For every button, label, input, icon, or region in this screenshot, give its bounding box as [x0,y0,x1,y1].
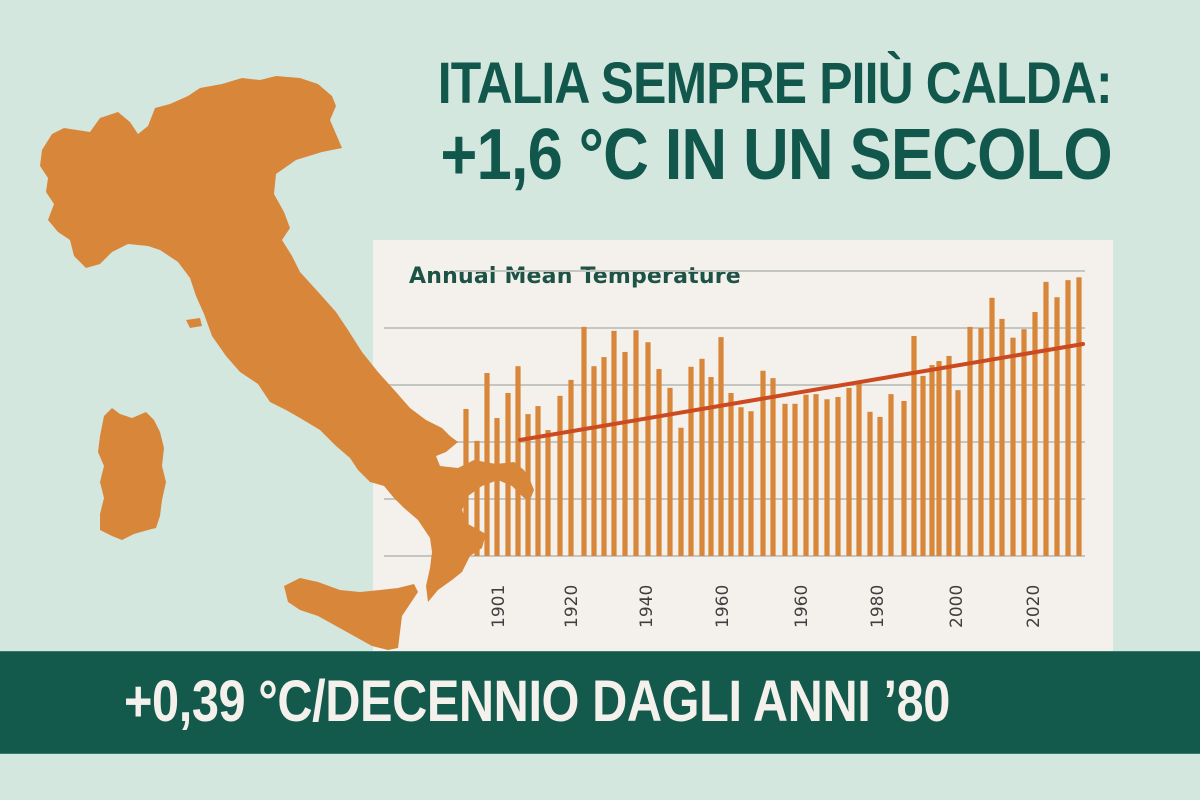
bar [645,342,651,556]
bar [792,403,798,556]
bar [856,382,862,556]
bar [770,378,776,556]
bar [782,403,788,556]
bar [748,411,754,556]
bar-chart: 1901 1920 1940 1960 1960 1980 2000 2020 [384,270,1085,628]
bar [708,377,714,556]
bar [656,369,662,556]
bar [1065,280,1071,556]
bar [920,375,926,556]
x-tick-label: 1980 [868,585,888,628]
bar [678,427,684,556]
bar [474,440,480,556]
bar [535,406,541,556]
bar [803,394,809,556]
bar [494,418,500,556]
bar [846,387,852,556]
bar [835,396,841,556]
x-tick-label: 1920 [562,585,582,628]
bar [1032,312,1038,556]
bar [545,430,551,556]
headline-line-1: ITALIA SEMPRE PIIÙ CALDA: [437,51,1113,116]
bar [718,337,724,556]
x-tick-label: 1901 [489,585,509,628]
bar [699,358,705,556]
headline-line-2: +1,6 °C IN UN SECOLO [440,115,1113,195]
bar [525,414,531,556]
bar [601,357,607,556]
bar [581,326,587,556]
bar [515,366,521,556]
bar [1021,329,1027,556]
x-tick-label: 1940 [637,585,657,628]
bar [463,408,469,556]
bar [877,416,883,556]
bar [888,394,894,556]
bar [760,370,766,556]
bar [557,395,563,556]
bar [946,355,952,556]
bar [611,330,617,556]
bar [955,390,961,556]
chart-panel: Annual Mean Temperature 1901 1920 1940 1960… [373,240,1113,652]
bar [568,379,574,556]
bar [728,392,734,556]
bar [1010,337,1016,556]
bar [901,400,907,556]
bar [999,318,1005,556]
x-tick-label: 2000 [947,585,967,628]
bar [738,407,744,556]
bar [1076,277,1082,556]
bar [591,366,597,556]
bar [688,366,694,556]
bar [505,392,511,556]
headline: ITALIA SEMPRE PIIÙ CALDA: +1,6 °C IN UN … [328,51,1113,195]
bottom-banner: +0,39 °C/DECENNIO DAGLI ANNI ’80 [0,651,1200,754]
bar [978,328,984,556]
x-tick-label: 1960 [713,585,733,628]
bar [1043,281,1049,556]
bar [911,335,917,556]
trend-line [518,342,1085,442]
bar [867,411,873,556]
bar [936,361,942,556]
bar [633,330,639,556]
bar [667,387,673,556]
bar [989,297,995,556]
x-tick-label: 2020 [1024,585,1044,628]
bar [1054,297,1060,556]
banner-text: +0,39 °C/DECENNIO DAGLI ANNI ’80 [124,669,950,734]
bar [967,326,973,556]
bar [813,394,819,556]
bar [929,365,935,556]
bar [824,399,830,556]
bar [622,351,628,556]
bar [484,373,490,556]
x-tick-label: 1960 [792,585,812,628]
